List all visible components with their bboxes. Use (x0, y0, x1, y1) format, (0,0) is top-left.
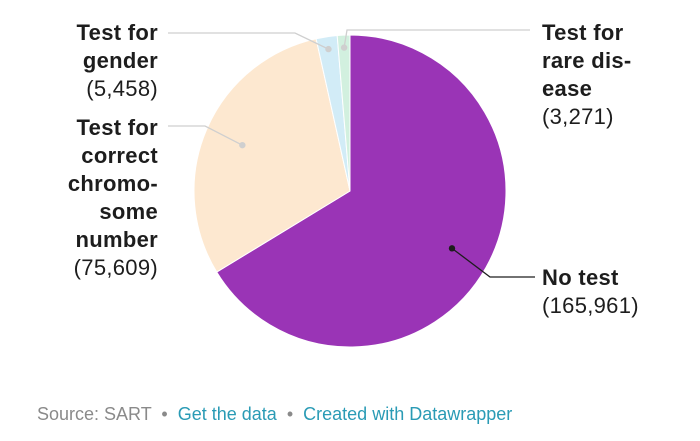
slice-label-test-for-rare-disease: Test for rare dis- ease (542, 20, 632, 101)
slice-value-test-for-gender: (5,458) (86, 76, 158, 101)
slice-label-no-test: No test (542, 265, 619, 290)
leader-line-test-for-rare-disease (343, 29, 530, 48)
label-test-for-rare-disease: Test for rare dis- ease (3,271) (542, 19, 662, 131)
created-with-datawrapper-link[interactable]: Created with Datawrapper (303, 404, 513, 424)
leader-line-no-test (451, 247, 535, 278)
label-no-test: No test (165,961) (542, 264, 672, 320)
slice-value-no-test: (165,961) (542, 293, 639, 318)
label-test-for-correct-chromosome-number: Test for correct chromo- some number (75… (48, 114, 158, 282)
pie-slice-test-for-correct-chromosome-number (193, 38, 351, 273)
slice-value-test-for-correct-chromosome-number: (75,609) (73, 255, 158, 280)
leader-dot-test-for-correct-chromosome-number (239, 141, 246, 149)
leader-line-test-for-correct-chromosome-number (168, 125, 243, 146)
pie-slice-no-test (216, 34, 507, 348)
footer-separator: • (286, 404, 294, 424)
slice-label-test-for-gender: Test for gender (76, 20, 158, 73)
footer-separator: • (161, 404, 168, 424)
leader-dot-test-for-rare-disease (340, 44, 348, 51)
pie-slices (193, 34, 507, 348)
chart-footer: Source: SART • Get the data • Created wi… (37, 404, 512, 425)
get-the-data-link[interactable]: Get the data (177, 404, 277, 424)
pie-slice-test-for-rare-disease (336, 34, 351, 192)
leader-line-test-for-gender (168, 32, 329, 50)
slice-label-test-for-correct-chromosome-number: Test for correct chromo- some number (67, 115, 158, 252)
leader-dot-test-for-gender (325, 45, 332, 53)
leader-lines (168, 29, 535, 278)
slice-value-test-for-rare-disease: (3,271) (542, 104, 614, 129)
source-text: Source: SART (37, 404, 152, 424)
leader-dot-no-test (448, 245, 456, 252)
label-test-for-gender: Test for gender (5,458) (58, 19, 158, 103)
